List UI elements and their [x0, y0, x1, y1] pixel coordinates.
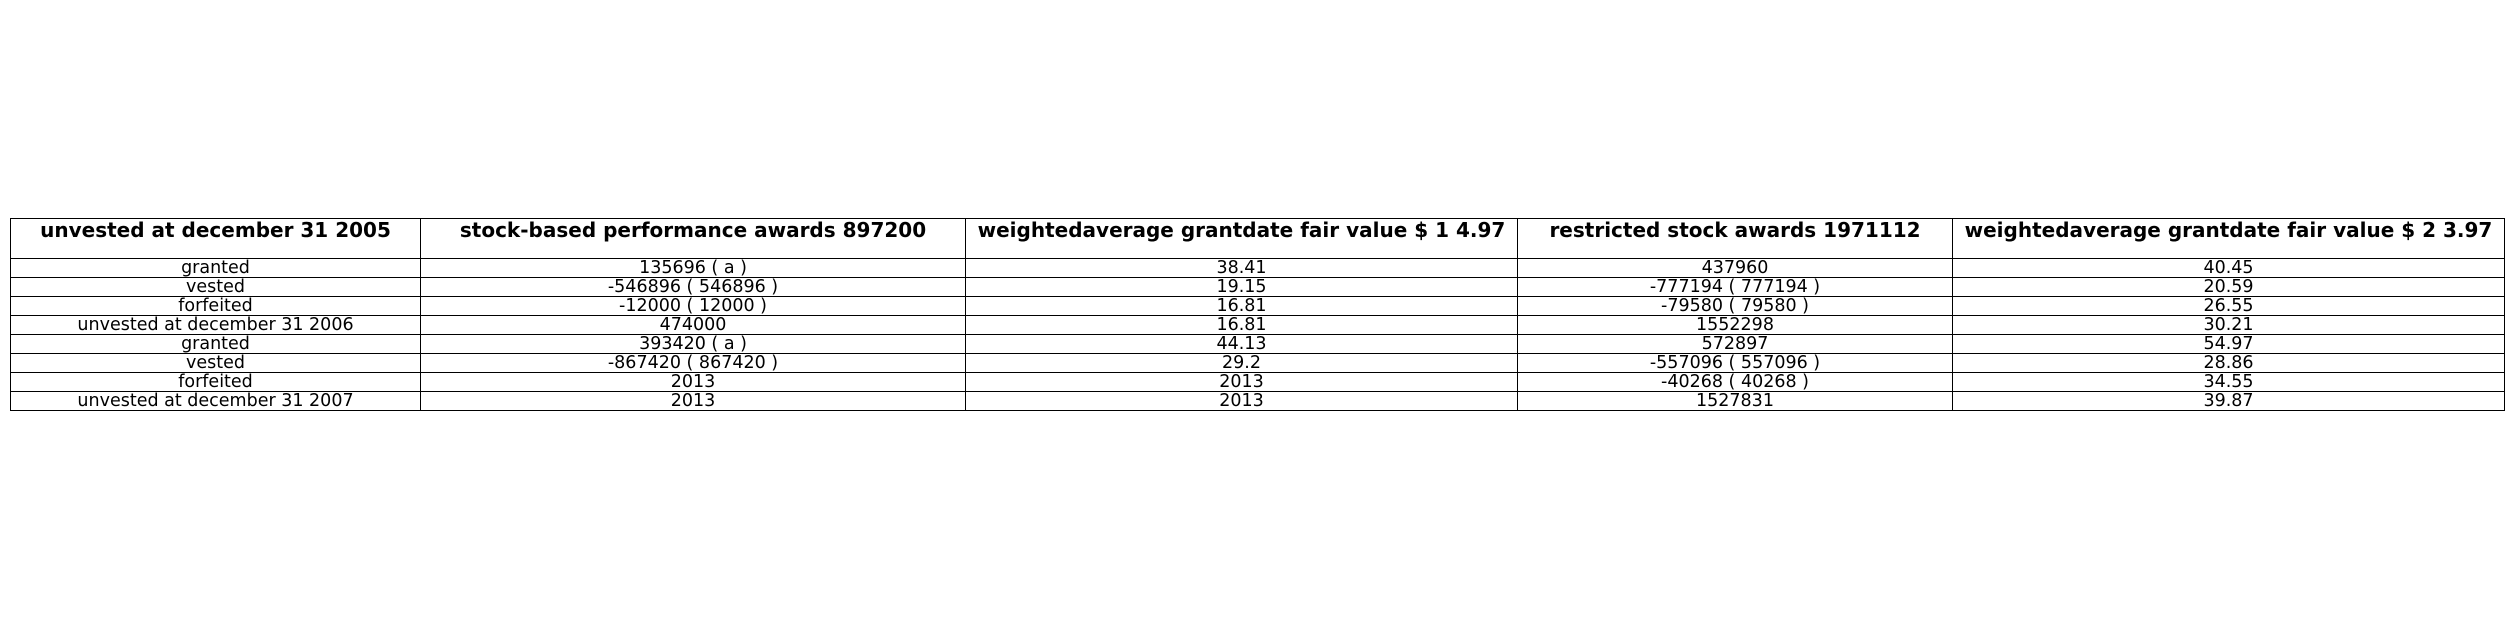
- header-cell: stock-based performance awards 897200: [420, 218, 966, 259]
- table-row: forfeited 2013 2013 -40268 ( 40268 ) 34.…: [10, 372, 2505, 392]
- table-cell: 26.55: [1952, 296, 2505, 316]
- table-cell: 16.81: [965, 296, 1518, 316]
- header-cell: restricted stock awards 1971112: [1517, 218, 1953, 259]
- header-cell: weightedaverage grantdate fair value $ 2…: [1952, 218, 2505, 259]
- awards-table: unvested at december 31 2005 stock-based…: [10, 218, 2505, 411]
- table-cell: 1527831: [1517, 391, 1953, 411]
- table-cell: 40.45: [1952, 258, 2505, 278]
- table-cell: granted: [10, 258, 421, 278]
- table-row: granted 135696 ( a ) 38.41 437960 40.45: [10, 258, 2505, 278]
- table-cell: vested: [10, 353, 421, 373]
- table-cell: unvested at december 31 2006: [10, 315, 421, 335]
- table-cell: 16.81: [965, 315, 1518, 335]
- table-cell: granted: [10, 334, 421, 354]
- table-cell: 474000: [420, 315, 966, 335]
- table-cell: 38.41: [965, 258, 1518, 278]
- table-cell: -79580 ( 79580 ): [1517, 296, 1953, 316]
- header-cell: unvested at december 31 2005: [10, 218, 421, 259]
- table-cell: -12000 ( 12000 ): [420, 296, 966, 316]
- table-cell: -777194 ( 777194 ): [1517, 277, 1953, 297]
- table-cell: 20.59: [1952, 277, 2505, 297]
- table-cell: 44.13: [965, 334, 1518, 354]
- table-cell: 28.86: [1952, 353, 2505, 373]
- table-cell: vested: [10, 277, 421, 297]
- table-row: forfeited -12000 ( 12000 ) 16.81 -79580 …: [10, 296, 2505, 316]
- table-cell: 2013: [965, 391, 1518, 411]
- table-cell: -557096 ( 557096 ): [1517, 353, 1953, 373]
- table-cell: 437960: [1517, 258, 1953, 278]
- table-cell: forfeited: [10, 372, 421, 392]
- table-cell: 1552298: [1517, 315, 1953, 335]
- table-cell: -546896 ( 546896 ): [420, 277, 966, 297]
- awards-table-container: unvested at december 31 2005 stock-based…: [10, 218, 2505, 411]
- table-cell: 19.15: [965, 277, 1518, 297]
- table-row: unvested at december 31 2007 2013 2013 1…: [10, 391, 2505, 411]
- table-cell: -867420 ( 867420 ): [420, 353, 966, 373]
- table-cell: 34.55: [1952, 372, 2505, 392]
- table-cell: unvested at december 31 2007: [10, 391, 421, 411]
- table-header-row: unvested at december 31 2005 stock-based…: [10, 218, 2505, 259]
- table-row: granted 393420 ( a ) 44.13 572897 54.97: [10, 334, 2505, 354]
- table-cell: 29.2: [965, 353, 1518, 373]
- table-cell: 572897: [1517, 334, 1953, 354]
- table-cell: forfeited: [10, 296, 421, 316]
- table-cell: 54.97: [1952, 334, 2505, 354]
- table-cell: 30.21: [1952, 315, 2505, 335]
- header-cell: weightedaverage grantdate fair value $ 1…: [965, 218, 1518, 259]
- table-cell: 2013: [420, 372, 966, 392]
- table-row: vested -546896 ( 546896 ) 19.15 -777194 …: [10, 277, 2505, 297]
- table-row: vested -867420 ( 867420 ) 29.2 -557096 (…: [10, 353, 2505, 373]
- table-cell: 393420 ( a ): [420, 334, 966, 354]
- table-row: unvested at december 31 2006 474000 16.8…: [10, 315, 2505, 335]
- table-cell: 135696 ( a ): [420, 258, 966, 278]
- table-cell: 2013: [420, 391, 966, 411]
- table-cell: 2013: [965, 372, 1518, 392]
- table-cell: 39.87: [1952, 391, 2505, 411]
- table-cell: -40268 ( 40268 ): [1517, 372, 1953, 392]
